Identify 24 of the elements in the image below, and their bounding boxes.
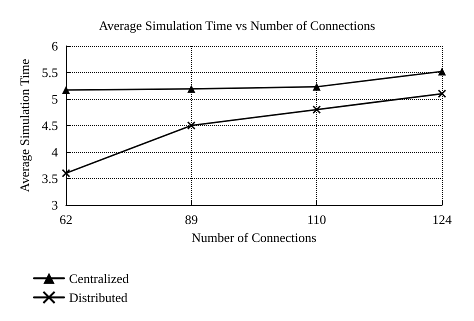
y-tick-label: 5 <box>52 92 58 106</box>
point <box>312 82 321 91</box>
y-tick-label: 4.5 <box>42 118 58 133</box>
point <box>438 89 446 98</box>
point <box>187 121 196 130</box>
x-axis-title: Number of Connections <box>192 230 316 245</box>
y-axis-title: Average Simulation Time <box>16 58 32 192</box>
legend-label: Centralized <box>69 270 130 286</box>
point <box>187 84 196 93</box>
y-tick-label: 3.5 <box>42 171 58 186</box>
x-tick-label: 124 <box>432 212 452 227</box>
x-tick-label: 62 <box>60 212 72 227</box>
chart-title: Average Simulation Time vs Number of Connections <box>98 18 376 33</box>
point <box>62 168 70 178</box>
y-tick-label: 6 <box>52 38 58 54</box>
point <box>438 67 446 76</box>
y-tick-label: 4 <box>52 144 58 160</box>
x-tick-label: 89 <box>184 212 198 227</box>
y-tick-label: 5.5 <box>42 65 58 80</box>
point <box>62 86 70 94</box>
y-tick-label: 3 <box>52 198 58 212</box>
legend-label: Distributed <box>69 290 128 305</box>
x-tick-label: 110 <box>307 212 326 227</box>
point <box>312 105 321 114</box>
